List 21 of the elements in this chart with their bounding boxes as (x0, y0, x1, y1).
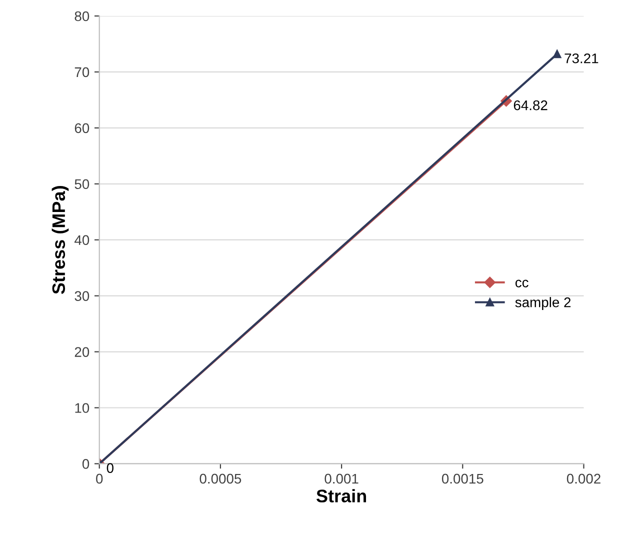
y-tick-label: 10 (75, 403, 90, 413)
y-tick-label: 70 (74, 67, 90, 78)
x-tick-label: 0.0015 (442, 474, 484, 484)
y-tick-label: 20 (74, 347, 90, 357)
y-tick-label: 40 (74, 235, 90, 246)
x-tick-label: 0.0005 (200, 474, 242, 484)
y-tick-label: 50 (74, 179, 90, 190)
x-axis-title: Strain (316, 489, 366, 502)
y-tick-label: 30 (74, 291, 90, 301)
data-label: 64.82 (514, 100, 548, 110)
data-label: 0 (106, 463, 114, 473)
data-label: 73.21 (564, 53, 598, 64)
legend-label: sample 2 (515, 297, 571, 310)
y-tick-label: 60 (74, 123, 90, 134)
x-tick-label: 0.002 (566, 474, 600, 484)
y-tick-label: 80 (74, 11, 90, 22)
y-tick-label: 0 (82, 459, 90, 469)
y-axis-title: Stress (MPa) (52, 186, 69, 294)
x-tick-label: 0 (96, 474, 103, 484)
x-tick-label: 0.001 (324, 474, 358, 484)
legend-label: cc (515, 280, 528, 288)
